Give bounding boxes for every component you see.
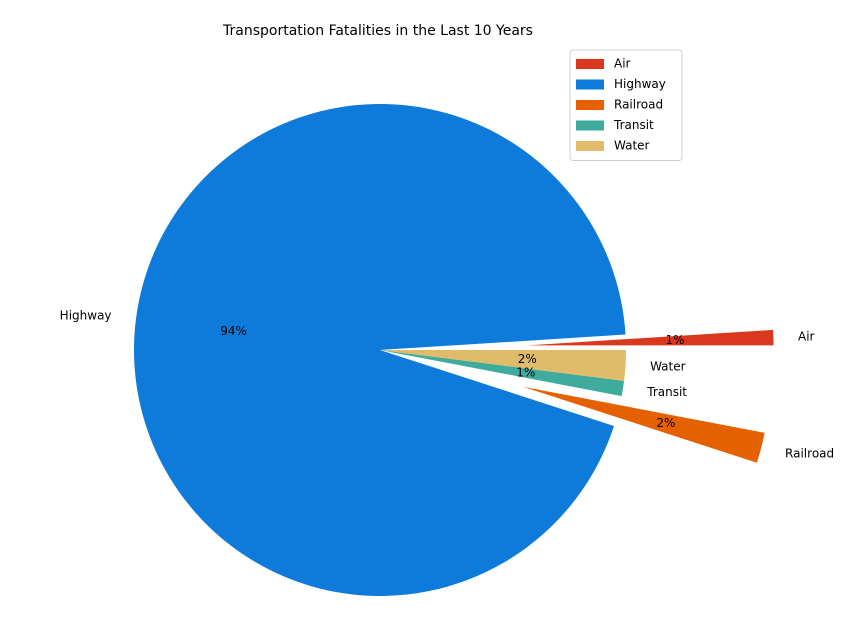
legend-label-transit: Transit	[613, 118, 654, 132]
legend-box	[569, 49, 683, 161]
legend-swatch-railroad	[576, 100, 604, 110]
legend-swatch-highway	[576, 79, 604, 90]
legend-swatch-transit	[576, 120, 604, 131]
legend-label-highway: Highway	[614, 77, 666, 91]
legend-label-railroad: Railroad	[614, 98, 663, 112]
legend-label-air: Air	[614, 57, 631, 71]
pie-slice-air	[527, 329, 774, 346]
pie-slice-railroad	[522, 386, 765, 463]
legend: Air Highway Railroad Transit Water	[569, 49, 683, 161]
slice-label-transit: Transit	[646, 385, 687, 399]
legend-swatch-water	[576, 141, 604, 151]
slice-label-air: Air	[798, 329, 815, 343]
slice-label-railroad: Railroad	[785, 447, 834, 461]
slice-label-water: Water	[650, 359, 686, 373]
chart-title: Transportation Fatalities in the Last 10…	[222, 23, 533, 39]
pct-label-air: 1%	[666, 333, 685, 347]
slice-label-highway: Highway	[60, 309, 112, 323]
pie-labels: 1% Air 94% Highway 2% Railroad 1% Transit 2% Wate…	[60, 309, 834, 461]
pct-label-railroad: 2%	[656, 416, 675, 430]
pie-slice-transit	[380, 350, 625, 397]
pie-slice-water	[380, 350, 626, 381]
legend-label-water: Water	[614, 139, 650, 153]
pie-slice-highway	[133, 104, 626, 597]
pct-label-transit: 1%	[516, 366, 535, 380]
legend-swatch-air	[576, 59, 604, 69]
pie-wedges	[133, 104, 774, 597]
pct-label-water: 2%	[518, 352, 537, 366]
pct-label-highway: 94%	[220, 324, 247, 338]
